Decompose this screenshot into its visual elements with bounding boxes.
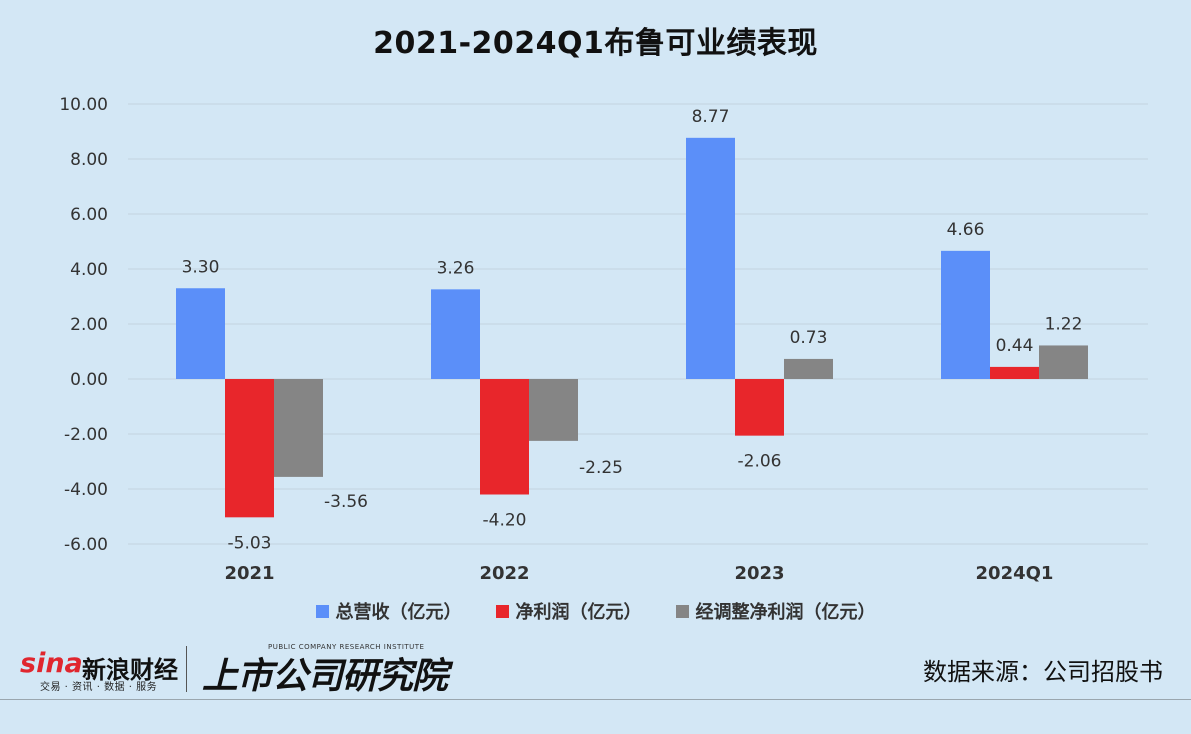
bar — [529, 379, 578, 441]
data-label: 1.22 — [1045, 314, 1083, 334]
data-label: -3.56 — [324, 492, 368, 512]
legend-swatch-adjusted-net-profit — [675, 604, 689, 618]
bar — [941, 250, 990, 379]
y-tick-label: 6.00 — [70, 205, 108, 225]
x-tick-label: 2024Q1 — [976, 563, 1054, 584]
y-tick-label: -6.00 — [64, 535, 108, 555]
data-label: -2.06 — [738, 452, 782, 472]
data-label: -2.25 — [579, 458, 623, 478]
logo-divider — [186, 646, 187, 692]
data-label: 3.26 — [437, 258, 475, 278]
bar — [274, 379, 323, 477]
x-tick-label: 2021 — [224, 563, 274, 584]
bar — [176, 288, 225, 379]
bar — [431, 289, 480, 379]
data-label: -4.20 — [483, 511, 527, 531]
research-institute-logo: 上市公司研究院 — [202, 656, 448, 697]
legend-item-adjusted-net-profit: 经调整净利润（亿元） — [675, 598, 876, 624]
chart-legend: 总营收（亿元） 净利润（亿元） 经调整净利润（亿元） — [0, 598, 1191, 624]
chart-title: 2021-2024Q1布鲁可业绩表现 — [373, 26, 818, 61]
bar — [225, 379, 274, 518]
data-label: 8.77 — [692, 107, 730, 127]
research-institute-english: PUBLIC COMPANY RESEARCH INSTITUTE — [268, 643, 425, 651]
legend-item-revenue: 总营收（亿元） — [315, 598, 462, 624]
bar — [686, 137, 735, 379]
sina-finance-logo-text: 新浪财经 — [82, 656, 178, 684]
legend-swatch-net-profit — [495, 604, 509, 618]
footer-divider — [0, 699, 1191, 700]
bar — [1039, 345, 1088, 379]
data-label: 4.66 — [947, 220, 985, 240]
y-tick-label: -2.00 — [64, 425, 108, 445]
data-label: 3.30 — [182, 257, 220, 277]
sina-logo: sina — [20, 648, 83, 679]
legend-label-adjusted-net-profit: 经调整净利润（亿元） — [695, 602, 876, 623]
y-tick-label: -4.00 — [64, 480, 108, 500]
bar — [735, 379, 784, 436]
legend-label-net-profit: 净利润（亿元） — [515, 602, 642, 623]
data-source: 数据来源：公司招股书 — [923, 658, 1163, 686]
data-label: -5.03 — [228, 533, 272, 553]
x-tick-label: 2022 — [479, 563, 529, 584]
y-tick-label: 8.00 — [70, 150, 108, 170]
data-label: 0.73 — [790, 328, 828, 348]
data-label: 0.44 — [996, 336, 1034, 356]
y-tick-label: 4.00 — [70, 260, 108, 280]
legend-item-net-profit: 净利润（亿元） — [495, 598, 642, 624]
y-tick-label: 10.00 — [59, 95, 108, 115]
legend-label-revenue: 总营收（亿元） — [335, 602, 462, 623]
y-tick-label: 0.00 — [70, 370, 108, 390]
bar — [990, 366, 1039, 379]
sina-finance-subtitle: 交易 · 资讯 · 数据 · 服务 — [40, 682, 158, 693]
legend-swatch-revenue — [315, 604, 329, 618]
y-tick-label: 2.00 — [70, 315, 108, 335]
bar — [480, 379, 529, 495]
bar-chart: 10.00 8.00 6.00 4.00 2.00 0.00 -2.00 -4.00 -6.00… — [59, 95, 1148, 584]
bar — [784, 358, 833, 379]
x-tick-label: 2023 — [734, 563, 784, 584]
